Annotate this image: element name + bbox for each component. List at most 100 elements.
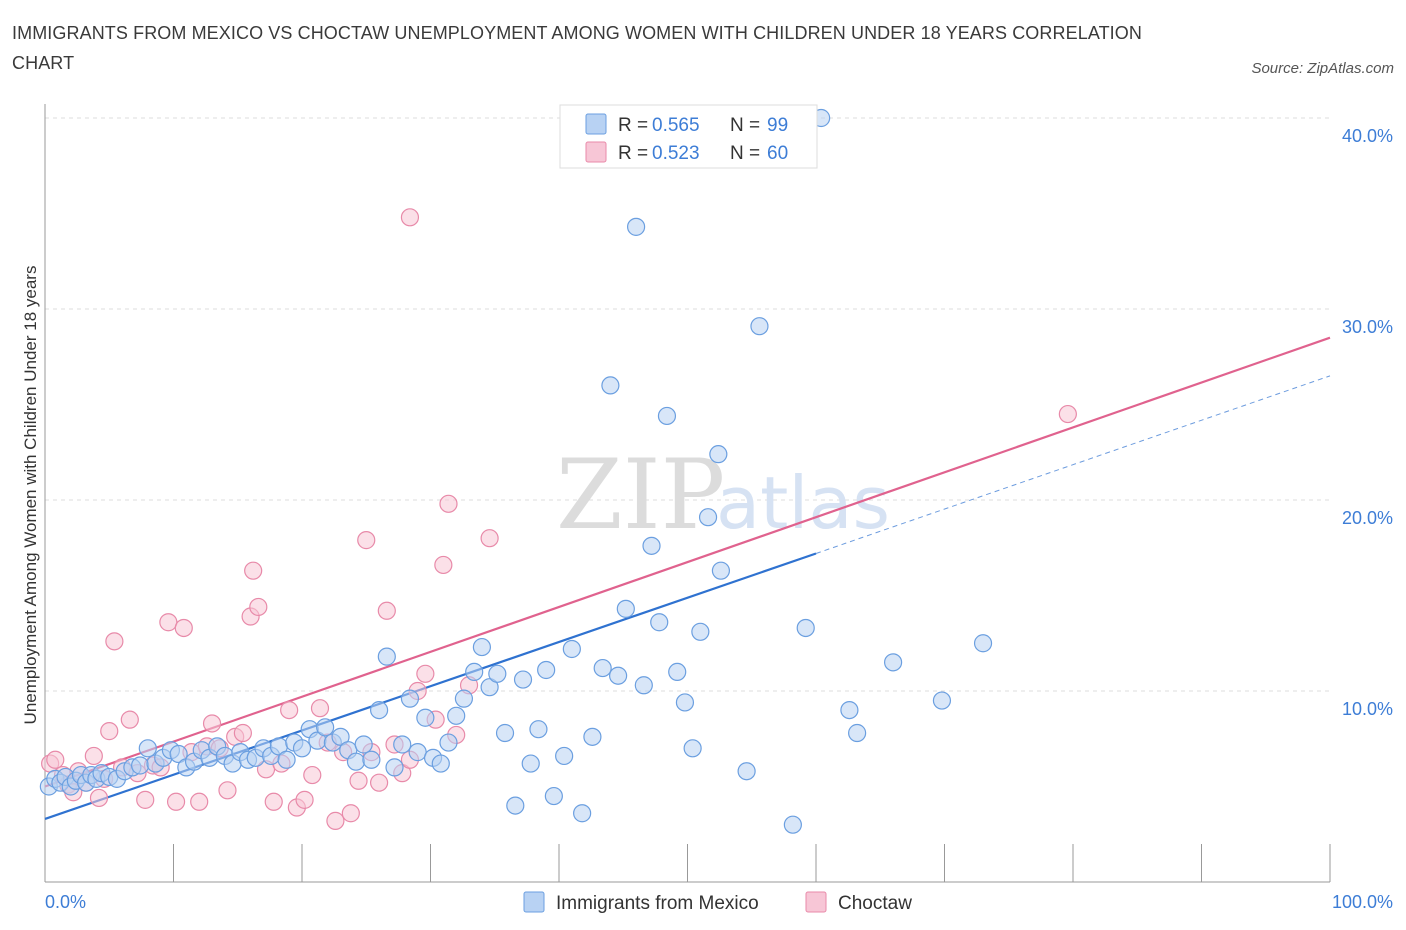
choctaw-trend-line xyxy=(44,336,1331,788)
choctaw-point-11 xyxy=(105,632,124,651)
bottom-legend-swatch-choctaw xyxy=(805,891,827,913)
choctaw-point-54 xyxy=(434,555,453,575)
mexico-point-72 xyxy=(583,727,602,746)
choctaw-point-61 xyxy=(244,561,263,580)
legend-r-label-choctaw: R = xyxy=(618,143,648,164)
watermark-atlas: atlas xyxy=(716,461,890,545)
mexico-point-62 xyxy=(495,723,515,743)
mexico-point-63 xyxy=(506,796,525,815)
x-tick-label-0: 0.0% xyxy=(45,892,86,912)
bottom-legend-label-choctaw: Choctaw xyxy=(838,893,912,914)
mexico-point-76 xyxy=(616,599,635,618)
mexico-point-34 xyxy=(277,750,296,769)
legend-n-value-choctaw: 60 xyxy=(767,143,788,164)
trend-lines xyxy=(44,336,1331,821)
mexico-point-39 xyxy=(316,718,335,737)
legend-swatch-mexico xyxy=(585,113,607,135)
choctaw-point-34 xyxy=(280,700,299,720)
mexico-point-81 xyxy=(657,406,677,426)
mexico-point-94 xyxy=(840,700,859,720)
mexico-point-36 xyxy=(292,739,312,758)
mexico-point-15 xyxy=(130,756,150,775)
y-tick-label-2: 30.0% xyxy=(1342,317,1393,337)
mexico-point-83 xyxy=(675,693,695,712)
mexico-point-57 xyxy=(454,689,474,708)
choctaw-point-40 xyxy=(326,811,345,830)
choctaw-point-13 xyxy=(120,710,139,729)
mexico-point-70 xyxy=(562,639,581,659)
choctaw-point-38 xyxy=(310,699,330,718)
mexico-point-59 xyxy=(472,637,491,657)
choctaw-point-15 xyxy=(136,790,155,809)
choctaw-point-22 xyxy=(190,792,209,811)
choctaw-point-20 xyxy=(174,618,193,638)
choctaw-point-59 xyxy=(1058,404,1077,424)
series-legend: Immigrants from Mexico Choctaw xyxy=(523,891,912,914)
mexico-point-58 xyxy=(465,662,484,682)
mexico-point-49 xyxy=(393,735,412,754)
mexico-point-86 xyxy=(698,508,718,527)
mexico-point-73 xyxy=(593,658,612,678)
stats-legend: R = 0.565 N = 99 R = 0.523 N = 60 xyxy=(559,104,818,169)
mexico-point-64 xyxy=(513,670,533,689)
mexico-point-50 xyxy=(400,689,420,708)
mexico-point-69 xyxy=(555,746,574,766)
choctaw-point-30 xyxy=(249,597,268,617)
x-tick-label-1: 100.0% xyxy=(1332,892,1393,912)
mexico-point-97 xyxy=(932,691,952,710)
y-tick-label-3: 40.0% xyxy=(1342,126,1393,146)
mexico-point-77 xyxy=(626,217,646,236)
mexico-point-61 xyxy=(488,664,507,683)
mexico-point-43 xyxy=(346,752,366,771)
legend-r-value-mexico: 0.565 xyxy=(652,115,700,136)
watermark: ZIP atlas xyxy=(556,439,890,551)
mexico-point-65 xyxy=(521,754,540,773)
choctaw-point-42 xyxy=(341,804,360,823)
choctaw-point-28 xyxy=(233,723,252,743)
chart-title: IMMIGRANTS FROM MEXICO VS CHOCTAW UNEMPL… xyxy=(12,23,1142,73)
mexico-point-74 xyxy=(601,376,620,395)
mexico-point-90 xyxy=(750,317,769,336)
mexico-point-88 xyxy=(711,561,731,580)
mexico-point-84 xyxy=(683,739,702,758)
mexico-point-80 xyxy=(650,613,669,632)
mexico-point-60 xyxy=(480,678,499,697)
mexico-point-56 xyxy=(447,706,466,725)
choctaw-point-43 xyxy=(349,771,368,790)
choctaw-point-8 xyxy=(89,788,109,808)
mexico-point-79 xyxy=(642,536,661,555)
y-tick-label-1: 20.0% xyxy=(1342,508,1393,528)
bottom-legend-label-mexico: Immigrants from Mexico xyxy=(556,893,759,914)
choctaw-point-1 xyxy=(46,750,65,769)
choctaw-point-52 xyxy=(416,664,435,683)
y-axis-title: Unemployment Among Women with Children U… xyxy=(21,266,40,725)
choctaw-point-36 xyxy=(295,790,314,809)
mexico-points xyxy=(39,108,993,834)
mexico-point-92 xyxy=(796,618,815,638)
choctaw-point-60 xyxy=(400,208,420,227)
legend-r-value-choctaw: 0.523 xyxy=(652,143,700,164)
mexico-point-16 xyxy=(138,739,157,758)
bottom-legend-swatch-mexico xyxy=(523,891,545,913)
choctaw-point-47 xyxy=(377,601,396,620)
mexico-point-48 xyxy=(385,758,404,777)
mexico-trend-line xyxy=(44,552,817,821)
mexico-point-52 xyxy=(416,708,435,727)
choctaw-point-58 xyxy=(480,529,499,548)
mexico-point-91 xyxy=(783,815,802,834)
mexico-point-67 xyxy=(537,660,556,680)
mexico-point-78 xyxy=(634,676,653,695)
mexico-point-54 xyxy=(431,754,450,773)
mexico-point-47 xyxy=(377,647,396,666)
mexico-point-46 xyxy=(370,700,389,720)
mexico-point-89 xyxy=(737,762,756,781)
mexico-point-20 xyxy=(169,744,188,764)
choctaw-point-37 xyxy=(303,765,322,785)
mexico-point-71 xyxy=(573,804,592,823)
choctaw-point-32 xyxy=(264,792,283,811)
mexico-point-98 xyxy=(973,634,993,653)
choctaw-point-10 xyxy=(100,722,119,741)
tick-labels: 10.0% 20.0% 30.0% 40.0% 0.0% 100.0% xyxy=(45,126,1393,912)
mexico-point-44 xyxy=(354,735,373,754)
legend-n-value-mexico: 99 xyxy=(767,115,788,136)
